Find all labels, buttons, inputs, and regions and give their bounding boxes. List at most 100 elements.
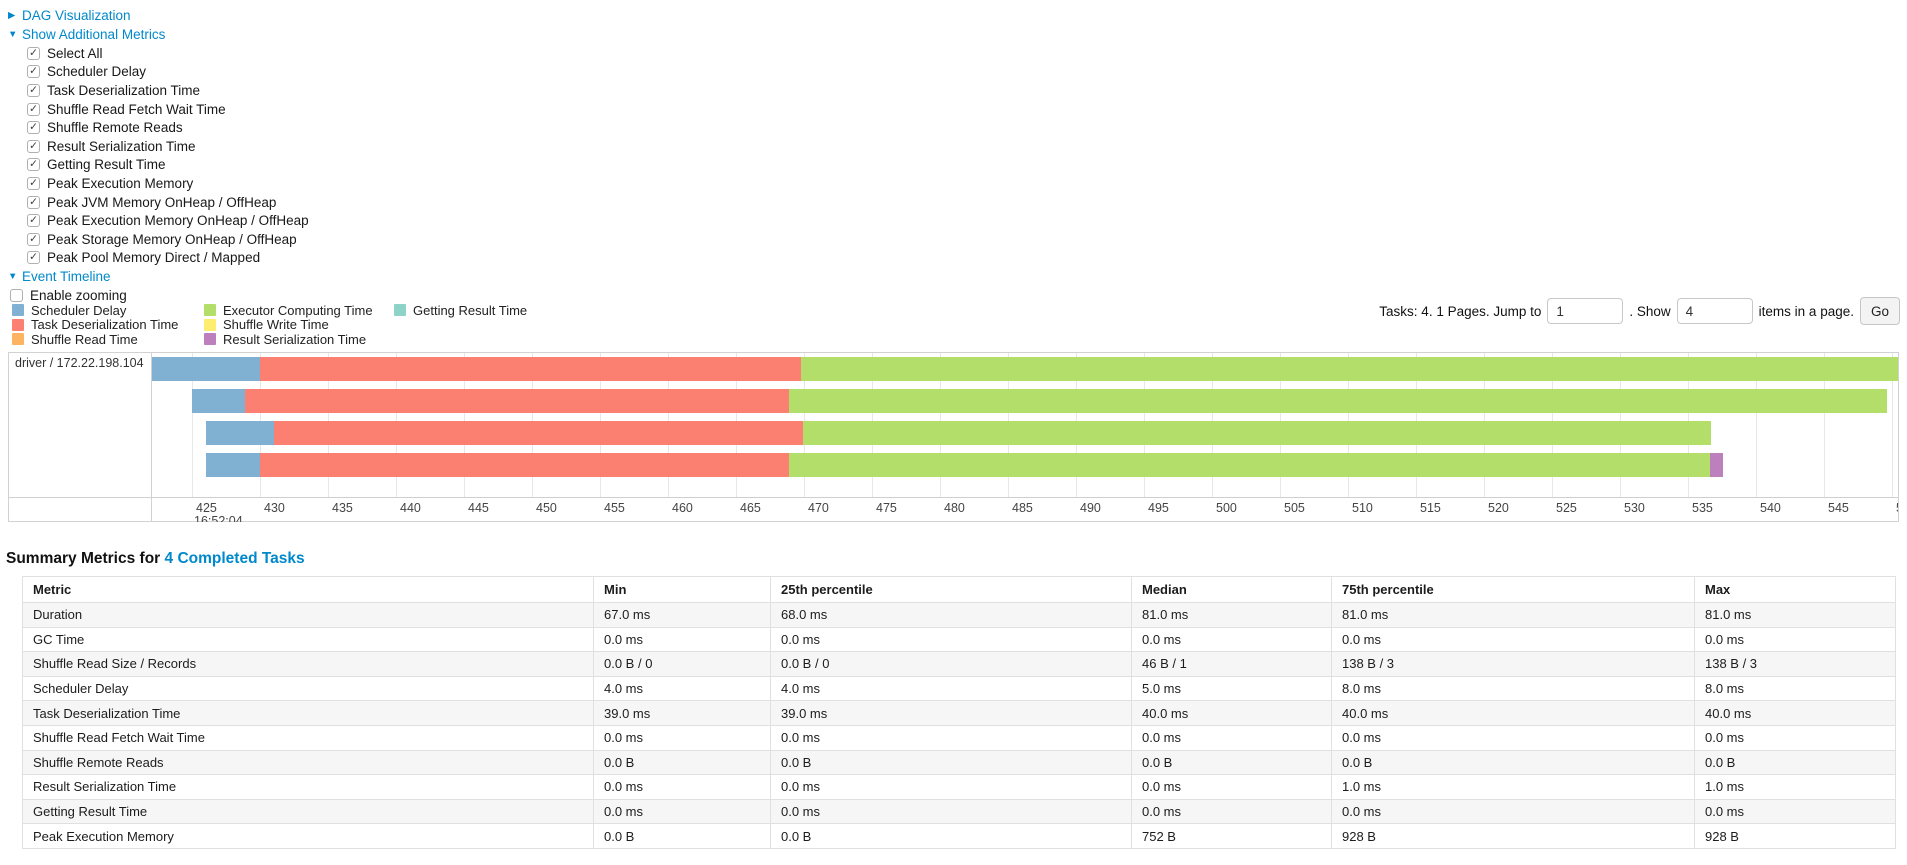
timeline-bar-segment xyxy=(260,453,790,477)
timeline-bar-segment xyxy=(273,421,803,445)
metric-name-cell: Peak Execution Memory xyxy=(22,823,594,849)
axis-tick-label: 525 xyxy=(1556,501,1577,515)
metric-option-row: ✓ Peak Execution Memory xyxy=(27,174,309,193)
metric-value-cell: 0.0 B xyxy=(770,749,1132,776)
legend-swatch xyxy=(12,318,24,331)
legend-item-label: Result Serialization Time xyxy=(223,331,367,347)
metric-checkbox[interactable]: ✓ xyxy=(27,46,40,60)
legend-column: Getting Result Time xyxy=(394,303,527,347)
metric-value-cell: 40.0 ms xyxy=(1694,700,1896,726)
show-additional-metrics-toggle[interactable]: ▼ Show Additional Metrics xyxy=(8,25,309,44)
dag-visualization-label[interactable]: DAG Visualization xyxy=(22,8,131,23)
table-row: Result Serialization Time 0.0 ms 0.0 ms 0.0… xyxy=(22,774,1896,800)
metric-checkbox[interactable]: ✓ xyxy=(27,158,40,172)
axis-tick-label: 465 xyxy=(740,501,761,515)
metric-checkbox-label: Peak Pool Memory Direct / Mapped xyxy=(47,250,261,266)
timeline-bar-segment xyxy=(260,357,802,381)
metric-value-cell: 0.0 ms xyxy=(1131,724,1332,751)
tasks-pagination: Tasks: 4. 1 Pages. Jump to . Show items … xyxy=(1379,297,1900,325)
go-button[interactable]: Go xyxy=(1859,297,1900,325)
summary-metrics-table: Metric Min 25th percentile Median 75th perce… xyxy=(22,576,1896,849)
enable-zooming-row: Enable zooming xyxy=(10,286,309,305)
metric-option-row: ✓ Peak Execution Memory OnHeap / OffHeap xyxy=(27,211,309,230)
metric-checkbox[interactable]: ✓ xyxy=(27,195,40,209)
metric-value-cell: 4.0 ms xyxy=(770,675,1132,702)
metric-checkbox[interactable]: ✓ xyxy=(27,83,40,97)
chevron-down-icon: ▼ xyxy=(8,270,18,282)
completed-tasks-link[interactable]: 4 Completed Tasks xyxy=(164,550,305,567)
timeline-axis: 425 430 435 440 445 450 455 460 465 470 475 480 485 4… xyxy=(152,498,1898,522)
axis-tick-label: 475 xyxy=(876,501,897,515)
axis-tick-label: 435 xyxy=(332,501,353,515)
axis-tick-label: 480 xyxy=(944,501,965,515)
metric-option-row: ✓ Task Deserialization Time xyxy=(27,81,309,100)
metric-checkbox[interactable]: ✓ xyxy=(27,65,40,79)
metric-value-cell: 0.0 ms xyxy=(593,724,771,751)
metric-name-cell: Shuffle Read Size / Records xyxy=(22,651,594,677)
legend-swatch xyxy=(12,304,24,317)
grid-line xyxy=(1756,353,1757,497)
axis-tick-label: 440 xyxy=(400,501,421,515)
summary-metrics-title: Summary Metrics for 4 Completed Tasks xyxy=(6,550,305,568)
metric-checkbox-label: Peak Execution Memory xyxy=(47,175,194,191)
legend-item-label: Scheduler Delay xyxy=(31,302,127,318)
axis-tick-label: 455 xyxy=(604,501,625,515)
table-header-cell: 75th percentile xyxy=(1331,576,1695,603)
axis-tick-label: 495 xyxy=(1148,501,1169,515)
show-additional-metrics-label[interactable]: Show Additional Metrics xyxy=(22,27,166,42)
legend-item: Result Serialization Time xyxy=(204,332,394,347)
metric-value-cell: 0.0 ms xyxy=(770,774,1132,800)
metric-checkbox[interactable]: ✓ xyxy=(27,176,40,190)
jump-to-page-input[interactable] xyxy=(1547,298,1624,324)
timeline-bar-segment xyxy=(192,389,246,413)
legend-item: Shuffle Write Time xyxy=(204,317,394,332)
metric-value-cell: 0.0 ms xyxy=(1694,798,1896,825)
tasks-pagination-suffix-text: items in a page. xyxy=(1758,303,1854,319)
enable-zooming-checkbox[interactable] xyxy=(10,288,23,302)
metric-name-cell: Result Serialization Time xyxy=(22,774,594,800)
axis-tick-label: 505 xyxy=(1284,501,1305,515)
metric-value-cell: 0.0 B xyxy=(1694,749,1896,776)
metric-checkbox-label: Shuffle Read Fetch Wait Time xyxy=(47,101,226,117)
table-header-cell: Metric xyxy=(22,576,594,603)
timeline-bar-segment xyxy=(245,389,790,413)
items-per-page-input[interactable] xyxy=(1676,298,1753,324)
metric-option-row: ✓ Peak Storage Memory OnHeap / OffHeap xyxy=(27,230,309,249)
grid-line xyxy=(192,353,193,497)
metric-value-cell: 0.0 ms xyxy=(1131,798,1332,825)
table-row: Shuffle Remote Reads 0.0 B 0.0 B 0.0 B 0.0 B… xyxy=(22,749,1896,776)
legend-swatch xyxy=(394,304,406,317)
axis-tick-label: 460 xyxy=(672,501,693,515)
metric-checkbox[interactable]: ✓ xyxy=(27,139,40,153)
metric-name-cell: Getting Result Time xyxy=(22,798,594,825)
metric-option-row: ✓ Peak Pool Memory Direct / Mapped xyxy=(27,249,309,268)
timeline-plot-area xyxy=(152,353,1898,497)
axis-tick-label: 545 xyxy=(1828,501,1849,515)
metric-checkbox[interactable]: ✓ xyxy=(27,232,40,246)
metric-value-cell: 0.0 ms xyxy=(1131,774,1332,800)
enable-zooming-label: Enable zooming xyxy=(30,287,127,303)
dag-visualization-toggle[interactable]: ▶ DAG Visualization xyxy=(8,6,309,25)
metric-checkbox[interactable]: ✓ xyxy=(27,214,40,228)
metric-checkbox[interactable]: ✓ xyxy=(27,102,40,116)
event-timeline-label[interactable]: Event Timeline xyxy=(22,269,111,285)
metric-checkbox[interactable]: ✓ xyxy=(27,251,40,265)
event-timeline-toggle[interactable]: ▼ Event Timeline xyxy=(8,267,309,286)
metric-option-row: ✓ Peak JVM Memory OnHeap / OffHeap xyxy=(27,193,309,212)
metric-value-cell: 928 B xyxy=(1331,823,1695,849)
metric-value-cell: 81.0 ms xyxy=(1131,602,1332,628)
tasks-pagination-text: Tasks: 4. 1 Pages. Jump to xyxy=(1379,303,1542,319)
metric-option-row: ✓ Shuffle Remote Reads xyxy=(27,118,309,137)
metric-value-cell: 0.0 B xyxy=(1331,749,1695,776)
axis-tick-label: 540 xyxy=(1760,501,1781,515)
metric-value-cell: 0.0 ms xyxy=(1331,798,1695,825)
metric-checkbox[interactable]: ✓ xyxy=(27,121,40,135)
metric-value-cell: 0.0 ms xyxy=(593,774,771,800)
metric-option-row: ✓ Scheduler Delay xyxy=(27,63,309,82)
metric-checkbox-label: Shuffle Remote Reads xyxy=(47,120,183,136)
axis-tick-label: 520 xyxy=(1488,501,1509,515)
timeline-bar-segment xyxy=(205,453,260,477)
metric-value-cell: 0.0 B xyxy=(770,823,1132,849)
axis-tick-label: 470 xyxy=(808,501,829,515)
